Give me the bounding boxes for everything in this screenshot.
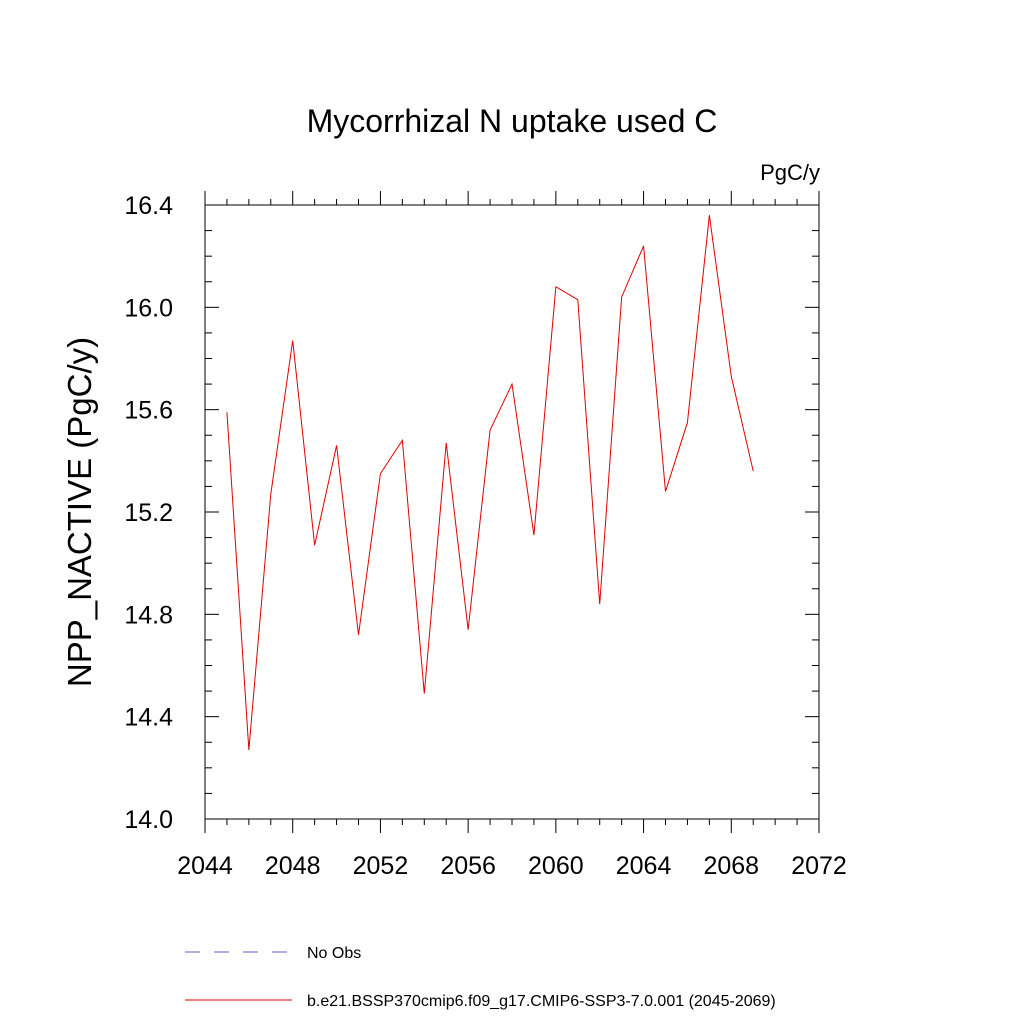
legend: No Obs b.e21.BSSP370cmip6.f09_g17.CMIP6-… (185, 945, 776, 1010)
x-tick-label: 2072 (791, 852, 847, 880)
y-tick-label: 15.6 (124, 397, 173, 425)
y-tick-label: 15.2 (124, 499, 173, 527)
series-layer (226, 215, 754, 750)
x-tick-label: 2056 (440, 852, 496, 880)
x-tick-label: 2068 (703, 852, 759, 880)
y-axis-label: NPP_NACTIVE (PgC/y) (61, 337, 98, 687)
legend-label-series: b.e21.BSSP370cmip6.f09_g17.CMIP6-SSP3-7.… (307, 993, 776, 1010)
plot-frame (204, 204, 820, 820)
x-tick-label: 2044 (177, 852, 233, 880)
y-tick-label: 16.0 (124, 294, 173, 322)
y-tick-label: 14.8 (124, 601, 173, 629)
series-line (226, 215, 754, 750)
x-tick-label: 2064 (616, 852, 672, 880)
y-tick-label: 14.0 (124, 806, 173, 834)
legend-label-no-obs: No Obs (307, 945, 361, 962)
x-tick-label: 2052 (353, 852, 409, 880)
units-label: PgC/y (760, 160, 820, 185)
x-tick-label: 2060 (528, 852, 584, 880)
axis-ticks (204, 191, 820, 833)
axis-tick-labels: 2044 2048 2052 2056 2060 2064 2068 2072 14.0 14.4… (124, 192, 846, 880)
y-tick-label: 14.4 (124, 704, 173, 732)
y-tick-label: 16.4 (124, 192, 173, 220)
x-tick-label: 2048 (265, 852, 321, 880)
chart-title: Mycorrhizal N uptake used C (307, 103, 718, 139)
